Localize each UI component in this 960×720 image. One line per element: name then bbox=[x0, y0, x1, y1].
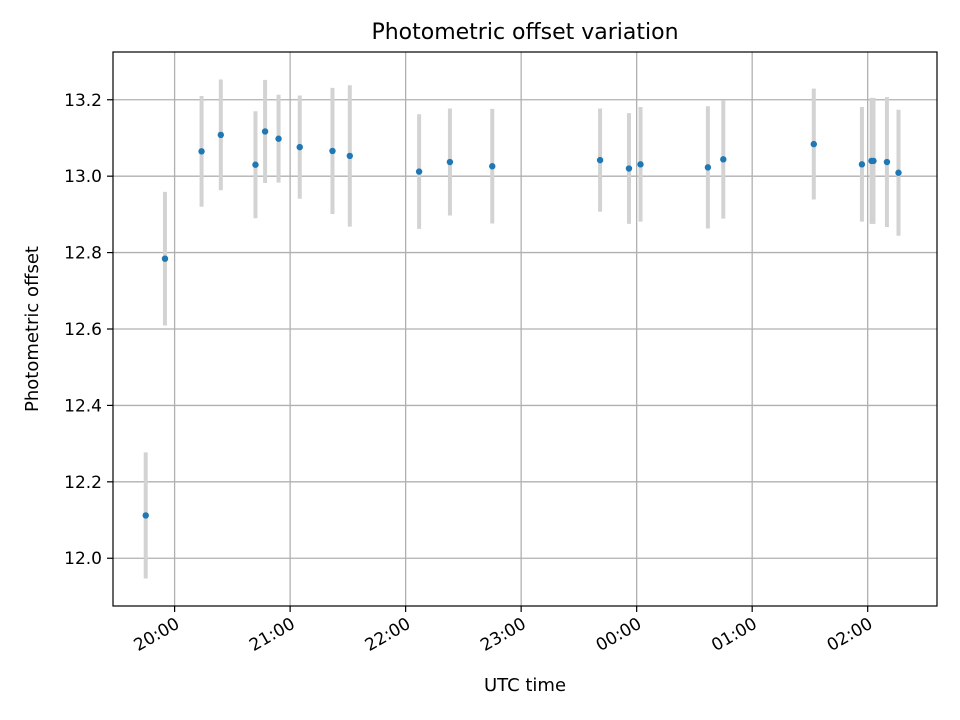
data-point bbox=[252, 161, 259, 168]
data-point bbox=[161, 255, 169, 262]
data-point bbox=[858, 161, 866, 168]
y-tick-label: 12.6 bbox=[64, 320, 102, 340]
data-point bbox=[446, 158, 454, 166]
chart-title: Photometric offset variation bbox=[371, 20, 678, 45]
data-point bbox=[870, 157, 877, 165]
y-axis-label: Photometric offset bbox=[22, 246, 43, 412]
data-point bbox=[261, 128, 269, 135]
data-point bbox=[720, 156, 727, 163]
x-axis-label: UTC time bbox=[484, 675, 566, 696]
data-point bbox=[275, 135, 282, 142]
data-point bbox=[217, 131, 225, 139]
data-point bbox=[346, 152, 354, 160]
data-point bbox=[415, 168, 423, 175]
data-point bbox=[704, 164, 712, 171]
data-point bbox=[883, 158, 891, 166]
data-point bbox=[198, 148, 205, 155]
data-point bbox=[296, 143, 303, 151]
data-point bbox=[596, 156, 604, 164]
y-tick-label: 13.0 bbox=[64, 167, 102, 187]
data-point bbox=[895, 169, 902, 176]
y-tick-label: 12.4 bbox=[64, 396, 102, 416]
y-tick-label: 12.8 bbox=[64, 244, 102, 264]
y-tick-label: 12.0 bbox=[64, 549, 102, 569]
data-point bbox=[489, 163, 496, 170]
y-axis-ticks: 12.0 12.2 12.4 12.6 12.8 13.0 13.2 bbox=[64, 91, 113, 569]
data-points bbox=[142, 128, 902, 519]
data-point bbox=[329, 147, 336, 155]
y-tick-label: 12.2 bbox=[64, 473, 102, 493]
y-tick-label: 13.2 bbox=[64, 91, 102, 111]
grid bbox=[113, 52, 937, 606]
data-point bbox=[625, 165, 633, 172]
data-point bbox=[142, 512, 149, 519]
data-point bbox=[810, 140, 817, 148]
data-point bbox=[637, 161, 644, 168]
